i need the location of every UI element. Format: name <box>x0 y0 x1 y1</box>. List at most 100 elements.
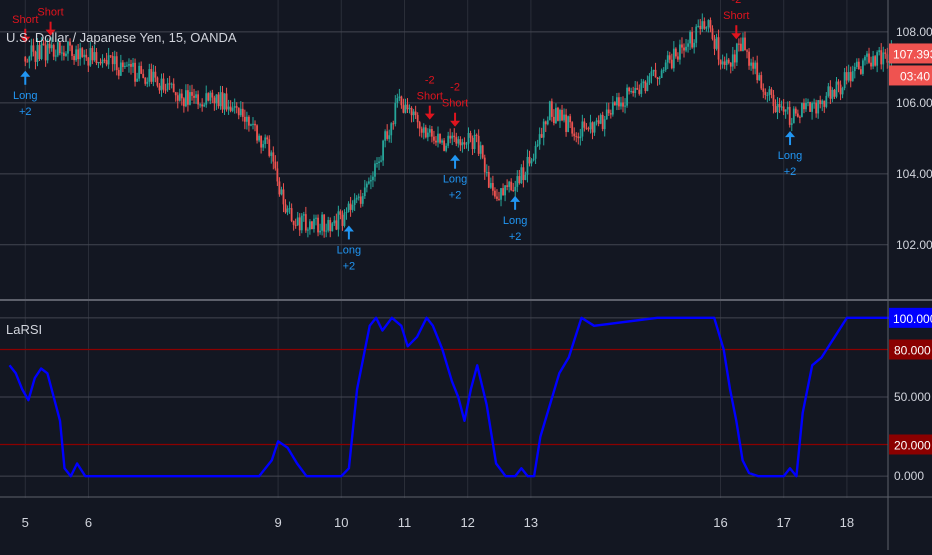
candle-body <box>453 135 456 138</box>
candle-body <box>191 92 193 96</box>
candle-body <box>666 55 669 63</box>
candle-body <box>353 199 356 205</box>
candle-body <box>508 181 511 187</box>
candle-body <box>703 21 706 29</box>
candle-body <box>46 43 49 61</box>
candle-body <box>886 53 889 63</box>
candle-body <box>540 134 543 138</box>
candle-body <box>548 101 551 121</box>
candle-body <box>34 51 37 62</box>
candle-body <box>85 54 88 58</box>
candle-body <box>223 93 226 110</box>
candle-body <box>575 136 578 138</box>
candle-body <box>58 42 61 54</box>
candle-body <box>597 120 600 124</box>
candle-body <box>603 119 606 130</box>
candle-body <box>77 49 80 60</box>
candle-body <box>284 204 287 213</box>
candle-body <box>319 230 321 233</box>
candle-body <box>687 43 689 47</box>
candle-body <box>469 133 472 138</box>
candle-body <box>874 56 877 66</box>
candle-body <box>650 71 653 77</box>
candle-body <box>278 181 281 195</box>
candle-body <box>538 134 541 145</box>
candle-body <box>864 56 866 61</box>
candle-body <box>801 103 803 117</box>
candle-body <box>309 221 311 230</box>
candle-body <box>136 78 139 82</box>
candle-body <box>321 214 324 231</box>
candle-body <box>333 220 336 224</box>
candle-body <box>243 116 246 122</box>
candle-body <box>178 93 181 101</box>
candle-body <box>729 62 732 67</box>
candle-body <box>215 94 218 104</box>
candle-body <box>174 92 177 96</box>
candle-body <box>372 176 374 181</box>
short-label: Short <box>12 14 38 26</box>
candle-body <box>376 162 378 164</box>
candle-body <box>227 106 230 110</box>
candle-body <box>38 45 41 60</box>
price-tick-label: 106.000 <box>896 96 932 110</box>
candle-body <box>518 176 521 184</box>
candle-body <box>71 45 73 56</box>
candle-body <box>762 88 765 92</box>
candle-body <box>32 45 35 52</box>
candle-body <box>616 97 618 106</box>
candle-body <box>162 78 165 90</box>
candle-body <box>124 65 126 67</box>
candle-body <box>624 105 626 107</box>
x-tick-label: 5 <box>22 515 29 530</box>
candle-body <box>306 229 309 231</box>
candle-body <box>668 55 671 60</box>
candle-body <box>217 94 220 107</box>
candle-body <box>150 69 153 82</box>
candle-body <box>790 123 793 125</box>
candle-body <box>69 41 71 46</box>
candle-body <box>93 52 96 61</box>
x-tick-label: 11 <box>398 515 412 530</box>
long-qty-label: +2 <box>343 260 356 272</box>
candle-body <box>380 160 382 162</box>
candle-body <box>685 46 687 51</box>
long-label: Long <box>443 174 467 186</box>
candle-body <box>768 89 771 95</box>
candle-body <box>101 59 104 64</box>
x-tick-label: 17 <box>776 515 790 530</box>
long-arrow-head <box>510 195 521 202</box>
candle-body <box>506 185 509 187</box>
candle-body <box>825 95 828 107</box>
candle-body <box>355 197 358 200</box>
long-label: Long <box>503 215 527 227</box>
candle-body <box>418 122 421 129</box>
candle-body <box>302 214 305 216</box>
candle-body <box>298 217 301 231</box>
candle-body <box>146 81 149 84</box>
candle-body <box>176 95 179 101</box>
candle-body <box>408 107 411 110</box>
candle-body <box>398 96 401 99</box>
candle-body <box>693 42 696 48</box>
candle-body <box>142 73 145 78</box>
short-label: Short <box>37 7 63 19</box>
candle-body <box>323 214 326 232</box>
long-qty-label: +2 <box>509 231 522 243</box>
candle-body <box>250 124 252 126</box>
candle-body <box>626 87 628 106</box>
candle-body <box>571 122 574 134</box>
x-tick-label: 18 <box>840 515 854 530</box>
candle-body <box>126 65 128 67</box>
candle-body <box>239 108 242 116</box>
candle-body <box>91 48 94 61</box>
candle-body <box>394 102 397 124</box>
candle-body <box>467 133 470 144</box>
candle-body <box>335 220 338 230</box>
short-label: Short <box>417 91 443 103</box>
candle-body <box>158 85 161 91</box>
candle-body <box>654 69 657 78</box>
candle-body <box>717 37 720 60</box>
candle-body <box>658 77 661 80</box>
